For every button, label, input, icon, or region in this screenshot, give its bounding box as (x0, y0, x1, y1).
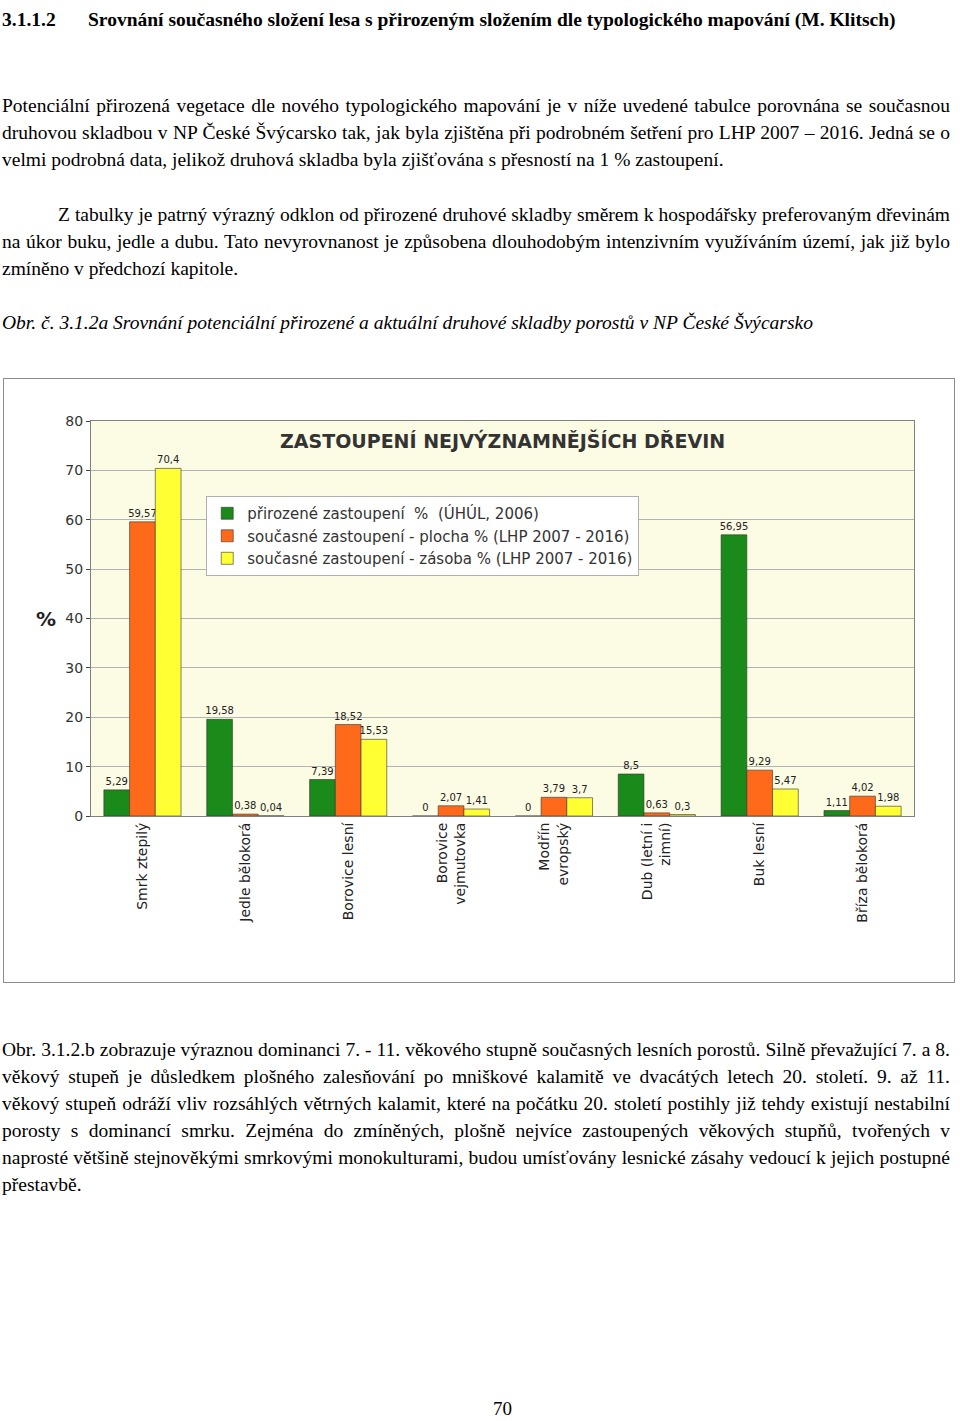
svg-text:50: 50 (65, 561, 83, 577)
svg-text:ZASTOUPENÍ NEJVÝZNAMNĚJŠÍCH DŘ: ZASTOUPENÍ NEJVÝZNAMNĚJŠÍCH DŘEVIN (280, 429, 725, 452)
svg-text:9,29: 9,29 (749, 756, 771, 767)
svg-text:přirozené zastoupení % (ÚHÚL: přirozené zastoupení % (ÚHÚL, 2006) (247, 504, 539, 523)
svg-text:5,47: 5,47 (774, 775, 796, 786)
svg-text:3,7: 3,7 (572, 784, 588, 795)
html-text:70: 70 (493, 1398, 512, 1419)
svg-text:5,29: 5,29 (106, 776, 128, 787)
svg-text:Borovicevejmutovka: Borovicevejmutovka (434, 823, 468, 905)
svg-text:0: 0 (422, 802, 428, 813)
svg-text:70,4: 70,4 (157, 454, 179, 465)
svg-text:59,57: 59,57 (128, 508, 157, 519)
svg-text:současné zastoupení - plocha %: současné zastoupení - plocha % (LHP 2007… (247, 528, 629, 546)
svg-text:současné zastoupení - zásoba %: současné zastoupení - zásoba % (LHP 2007… (247, 550, 632, 568)
svg-text:15,53: 15,53 (360, 725, 389, 736)
svg-text:18,52: 18,52 (334, 711, 363, 722)
svg-text:1,98: 1,98 (877, 792, 899, 803)
svg-text:%: % (36, 607, 56, 631)
svg-text:10: 10 (65, 759, 83, 775)
svg-text:70: 70 (65, 462, 83, 478)
svg-text:Dub (letní izimní): Dub (letní izimní) (639, 823, 673, 901)
svg-text:60: 60 (65, 512, 83, 528)
svg-text:Jedle bělokorá: Jedle bělokorá (237, 823, 253, 923)
html-text:Z tabulky je patrný výrazný od: Z tabulky je patrný výrazný odklon od př… (2, 204, 950, 279)
svg-text:4,02: 4,02 (851, 782, 873, 793)
svg-text:Smrk ztepilý: Smrk ztepilý (134, 823, 150, 910)
svg-text:Borovice lesní: Borovice lesní (340, 821, 356, 920)
svg-text:1,41: 1,41 (466, 795, 488, 806)
svg-text:Modřínevropský: Modřínevropský (536, 823, 570, 886)
svg-text:56,95: 56,95 (720, 521, 749, 532)
svg-text:0: 0 (74, 808, 83, 824)
svg-text:7,39: 7,39 (311, 766, 333, 777)
svg-text:0,63: 0,63 (646, 799, 668, 810)
svg-text:0,3: 0,3 (675, 801, 691, 812)
html-text:Srovnání současného složení le: Srovnání současného složení lesa s přiro… (88, 9, 896, 30)
html-text:Potenciální přirozená vegetace: Potenciální přirozená vegetace dle novéh… (2, 95, 950, 170)
svg-text:1,11: 1,11 (826, 797, 848, 808)
html-text:Obr. č. 3.1.2a Srovnání potenc: Obr. č. 3.1.2a Srovnání potenciální přir… (2, 312, 813, 333)
svg-text:8,5: 8,5 (623, 760, 639, 771)
svg-text:2,07: 2,07 (440, 792, 462, 803)
svg-text:3,79: 3,79 (543, 783, 565, 794)
svg-text:0,04: 0,04 (260, 802, 282, 813)
svg-text:Bříza bělokorá: Bříza bělokorá (854, 823, 870, 923)
svg-text:20: 20 (65, 709, 83, 725)
svg-text:40: 40 (65, 610, 83, 626)
svg-text:Buk lesní: Buk lesní (751, 822, 767, 887)
svg-text:0,38: 0,38 (234, 800, 256, 811)
html-text:Obr. 3.1.2.b zobrazuje výrazno: Obr. 3.1.2.b zobrazuje výraznou dominanc… (2, 1039, 950, 1195)
svg-text:19,58: 19,58 (205, 705, 234, 716)
svg-text:0: 0 (525, 802, 531, 813)
html-text:3.1.1.2: 3.1.1.2 (2, 9, 56, 30)
svg-text:80: 80 (65, 413, 83, 429)
svg-text:30: 30 (65, 660, 83, 676)
